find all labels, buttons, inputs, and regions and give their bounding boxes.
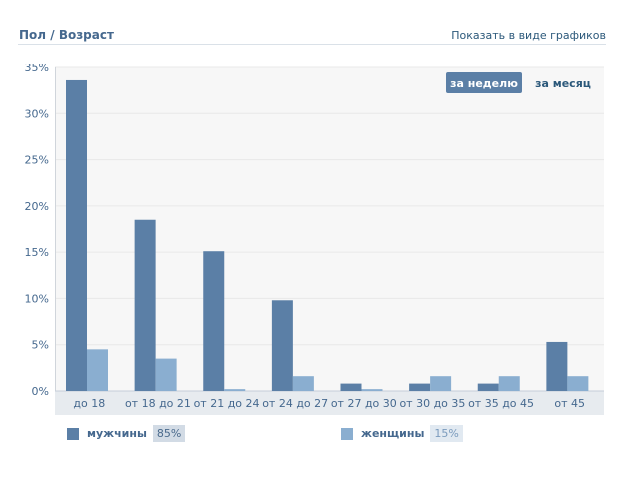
bar-male[interactable] (134, 219, 156, 391)
x-tick-label: до 18 (73, 397, 105, 410)
y-tick-label: 0% (32, 385, 49, 398)
female-swatch (341, 427, 353, 440)
bar-male[interactable] (271, 300, 293, 391)
bar-female[interactable] (87, 349, 108, 391)
x-tick-label: от 21 до 24 (194, 397, 260, 410)
week-button-bg[interactable] (446, 72, 522, 93)
y-tick-label: 25% (25, 154, 49, 167)
legend-male-label: мужчины (87, 427, 147, 440)
y-tick-label: 20% (25, 200, 49, 213)
x-tick-label: от 30 до 35 (399, 397, 465, 410)
legend-female-percent: 15% (430, 425, 463, 442)
y-tick-label: 10% (25, 292, 49, 305)
x-tick-label: от 45 (554, 397, 585, 410)
page-title: Пол / Возраст (19, 28, 114, 42)
bar-female[interactable] (224, 389, 246, 391)
bar-female[interactable] (498, 376, 520, 391)
y-axis: 0% 5% 10% 15% 20% 25% 30% 35% (25, 64, 49, 398)
bar-female[interactable] (361, 389, 383, 391)
legend-male[interactable]: мужчины 85% (67, 425, 186, 442)
period-toggle[interactable]: за неделю за месяц (446, 72, 591, 93)
bar-male[interactable] (477, 383, 499, 391)
bar-female[interactable] (155, 358, 177, 391)
x-tick-label: от 35 до 45 (468, 397, 534, 410)
chart-area: до 18 от 18 до 21 от 21 до 24 от 24 до 27 от… (55, 64, 604, 416)
bar-male[interactable] (409, 383, 431, 391)
chart-header: Пол / Возраст Показать в виде графиков (18, 26, 606, 45)
month-button[interactable]: за месяц (535, 77, 591, 90)
bar-female[interactable] (567, 376, 589, 391)
x-tick-label: от 24 до 27 (262, 397, 328, 410)
y-tick-label: 30% (25, 107, 49, 120)
legend-male-percent: 85% (152, 425, 186, 442)
legend-female[interactable]: женщины 15% (341, 425, 463, 442)
bar-male[interactable] (203, 251, 225, 391)
x-tick-label: от 27 до 30 (331, 397, 397, 410)
legend-female-label: женщины (361, 427, 425, 440)
x-tick-label: от 18 до 21 (125, 397, 191, 410)
bar-female[interactable] (292, 376, 314, 391)
y-tick-label: 35% (25, 64, 49, 74)
x-axis-band (55, 391, 604, 415)
week-button[interactable]: за неделю (450, 77, 518, 90)
bar-chart: до 18 от 18 до 21 от 21 до 24 от 24 до 27 от… (55, 66, 604, 415)
y-tick-label: 5% (32, 339, 49, 352)
bar-male[interactable] (546, 341, 568, 391)
y-tick-label: 15% (25, 246, 49, 259)
show-as-graphs-link[interactable]: Показать в виде графиков (451, 29, 606, 42)
bar-female[interactable] (430, 376, 452, 391)
bar-male[interactable] (340, 383, 362, 391)
male-swatch (67, 427, 79, 440)
bar-male[interactable] (66, 79, 87, 392)
